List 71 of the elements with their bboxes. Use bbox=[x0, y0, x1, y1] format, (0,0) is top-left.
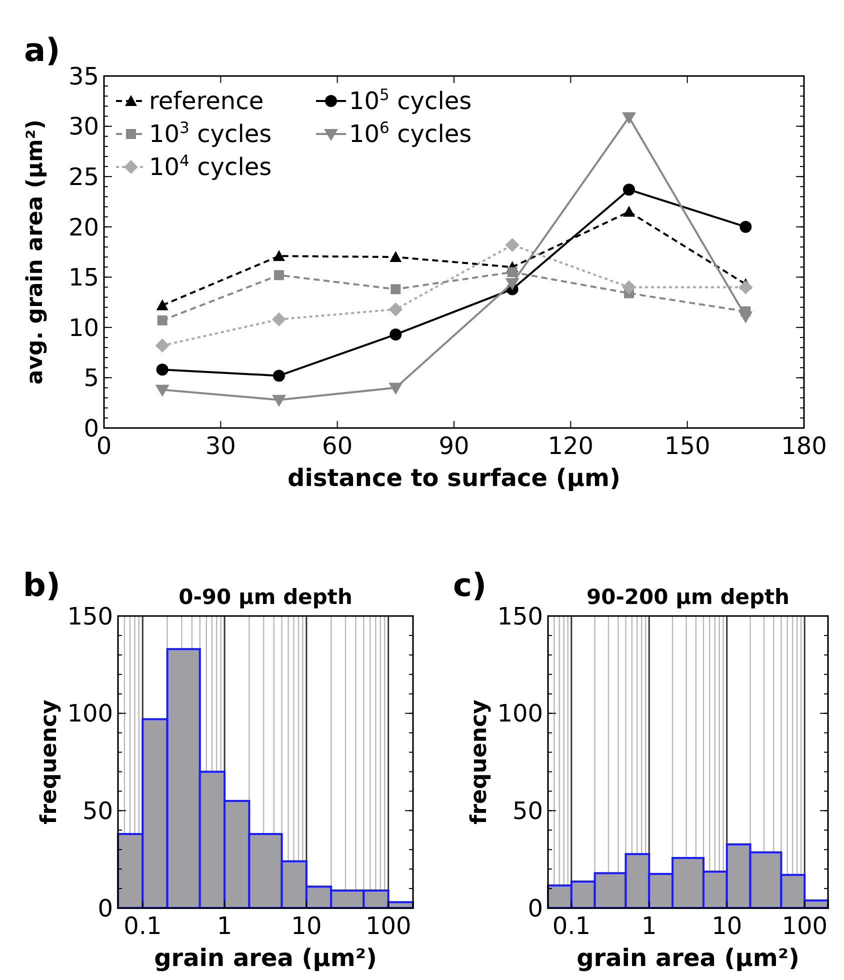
y-tick-label: 50 bbox=[82, 797, 113, 826]
y-tick-label: 0 bbox=[528, 894, 543, 922]
point bbox=[273, 370, 285, 382]
point bbox=[156, 299, 168, 310]
y-axis-title: frequency bbox=[37, 700, 62, 824]
x-tick-label: 10 bbox=[291, 912, 322, 940]
text: c) bbox=[453, 566, 487, 604]
point bbox=[507, 267, 518, 278]
legend-label: 10$^{5}$ cycles bbox=[349, 86, 472, 115]
x-tick-label: 10 bbox=[712, 912, 742, 940]
y-tick-label: 50 bbox=[512, 797, 543, 826]
point bbox=[738, 311, 753, 324]
point bbox=[505, 238, 520, 252]
point bbox=[623, 184, 635, 196]
point bbox=[274, 270, 284, 280]
point bbox=[388, 382, 403, 395]
x-tick-label: 0.1 bbox=[124, 912, 162, 940]
x-axis-title: grain area (µm²) bbox=[576, 944, 800, 972]
y-tick-label: 35 bbox=[68, 62, 99, 90]
y-tick-label: 30 bbox=[68, 112, 99, 141]
point bbox=[155, 338, 170, 353]
x-tick-label: 0.1 bbox=[552, 912, 590, 940]
point bbox=[155, 384, 170, 397]
y-tick-label: 150 bbox=[67, 602, 113, 630]
legend-label: 10$^{6}$ cycles bbox=[349, 119, 472, 148]
x-tick-label: 100 bbox=[365, 912, 412, 940]
point bbox=[388, 302, 403, 316]
point bbox=[390, 251, 402, 262]
point bbox=[622, 112, 636, 124]
y-tick-label: 0 bbox=[84, 414, 99, 442]
point bbox=[390, 328, 402, 340]
y-axis-title: avg. grain area (µm²) bbox=[23, 119, 48, 385]
x-tick-label: 90 bbox=[438, 432, 470, 460]
y-tick-label: 0 bbox=[98, 894, 113, 922]
text: b) bbox=[23, 566, 61, 604]
point bbox=[272, 394, 286, 407]
point bbox=[738, 280, 753, 294]
y-tick-label: 15 bbox=[68, 264, 99, 292]
point bbox=[505, 278, 520, 290]
x-tick-label: 1 bbox=[216, 912, 232, 940]
point bbox=[273, 250, 285, 262]
x-tick-label: 120 bbox=[548, 432, 594, 460]
y-tick-label: 100 bbox=[497, 700, 543, 728]
text: a) bbox=[24, 31, 60, 69]
y-axis-title: frequency bbox=[467, 700, 492, 824]
point bbox=[623, 206, 635, 217]
point bbox=[740, 220, 752, 233]
point bbox=[272, 312, 286, 326]
y-tick-label: 20 bbox=[68, 213, 99, 242]
legend-label: reference bbox=[149, 87, 264, 115]
x-tick-label: 1 bbox=[641, 912, 657, 940]
x-tick-label: 100 bbox=[782, 912, 828, 940]
y-tick-label: 10 bbox=[68, 314, 99, 342]
x-axis-title: grain area (µm²) bbox=[154, 944, 377, 972]
point bbox=[157, 315, 168, 326]
x-tick-label: 30 bbox=[205, 432, 236, 460]
chart-title: 90-200 µm depth bbox=[586, 585, 790, 609]
y-tick-label: 25 bbox=[68, 162, 99, 191]
x-tick-label: 180 bbox=[781, 432, 827, 460]
legend-label: 10$^{3}$ cycles bbox=[149, 119, 272, 148]
y-tick-label: 5 bbox=[84, 364, 99, 392]
chart-title: 0-90 µm depth bbox=[178, 585, 352, 609]
y-tick-label: 150 bbox=[497, 602, 543, 630]
point bbox=[390, 284, 401, 294]
point bbox=[156, 364, 168, 376]
legend-label: 10$^{4}$ cycles bbox=[149, 152, 272, 181]
x-tick-label: 60 bbox=[322, 432, 353, 460]
y-tick-label: 100 bbox=[67, 700, 113, 728]
point bbox=[622, 280, 636, 294]
x-axis-title: distance to surface (µm) bbox=[288, 464, 620, 492]
x-tick-label: 150 bbox=[664, 432, 710, 460]
